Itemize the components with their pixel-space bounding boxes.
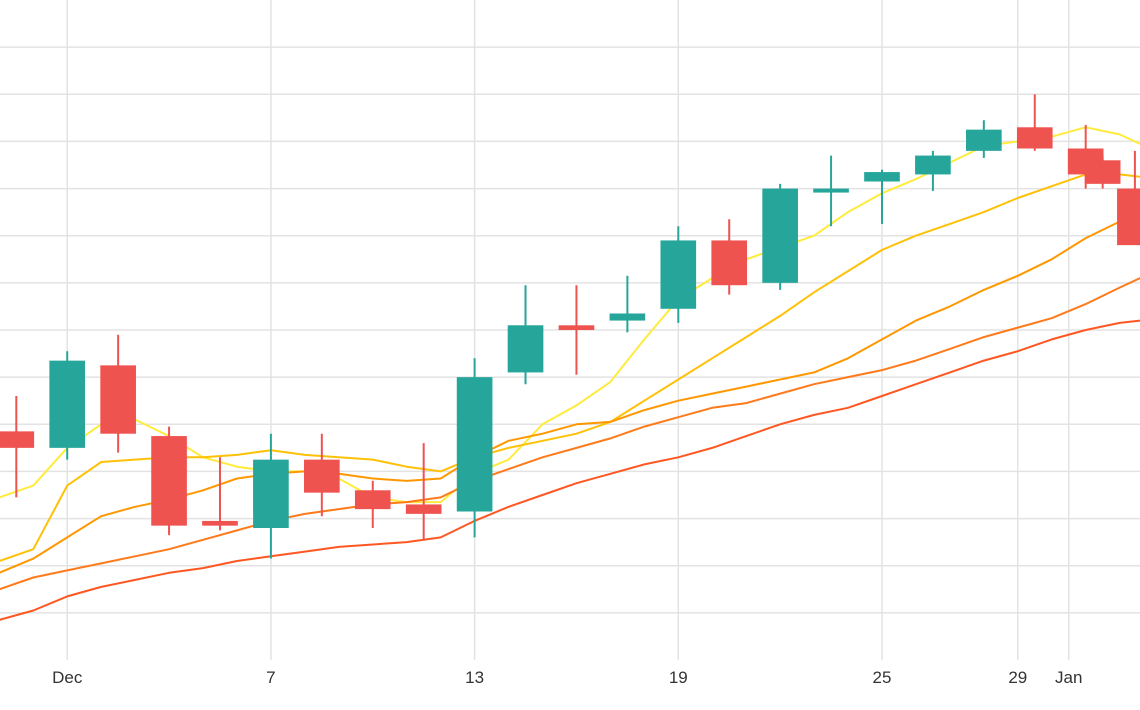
candle-9 xyxy=(456,358,493,538)
candle-body xyxy=(253,459,289,528)
ma-line-0 xyxy=(0,126,1140,504)
candle-body xyxy=(609,313,646,321)
x-tick-label-4: 25 xyxy=(873,668,892,687)
candle-body xyxy=(456,377,493,512)
moving-average-lines xyxy=(0,126,1140,621)
candle-13 xyxy=(660,226,697,323)
candle-body xyxy=(100,365,136,434)
candle-18 xyxy=(915,150,951,191)
candle-body xyxy=(864,172,900,182)
x-tick-label-1: 7 xyxy=(266,668,275,687)
ma-line-1 xyxy=(0,173,1140,562)
candle-17 xyxy=(864,169,900,224)
ma-line-2 xyxy=(0,208,1140,574)
candle-body xyxy=(49,360,86,448)
candle-body xyxy=(813,188,849,193)
ma-line-3 xyxy=(0,277,1140,591)
candle-body xyxy=(711,240,748,286)
candle-1 xyxy=(49,351,86,460)
candle-body xyxy=(304,459,340,493)
candle-body xyxy=(762,188,798,283)
candle-11 xyxy=(558,285,595,375)
candle-body xyxy=(1016,127,1053,149)
candle-body xyxy=(966,129,1002,151)
candle-body xyxy=(354,490,391,510)
candle-body xyxy=(558,325,595,330)
candles xyxy=(0,94,1140,559)
candle-body xyxy=(660,240,697,309)
candle-12 xyxy=(609,275,646,333)
horizontal-gridlines xyxy=(0,46,1140,614)
candle-14 xyxy=(711,219,748,295)
candle-body xyxy=(405,504,442,514)
candle-body xyxy=(202,520,238,526)
candle-0 xyxy=(0,396,35,498)
ma-line-4 xyxy=(0,319,1140,621)
candle-20 xyxy=(1016,94,1053,151)
candle-6 xyxy=(304,433,340,517)
candle-4 xyxy=(202,457,238,531)
x-tick-label-3: 19 xyxy=(669,668,688,687)
x-tick-label-2: 13 xyxy=(465,668,484,687)
x-tick-label-5: 29 xyxy=(1008,668,1027,687)
candle-16 xyxy=(813,155,849,227)
candle-body xyxy=(1117,188,1140,246)
candle-22 xyxy=(1084,155,1121,189)
x-tick-label-6: Jan xyxy=(1055,668,1082,687)
candle-19 xyxy=(966,120,1002,158)
candle-3 xyxy=(151,426,187,536)
candle-body xyxy=(151,436,187,526)
candle-15 xyxy=(762,183,798,290)
candle-body xyxy=(915,155,951,175)
candle-7 xyxy=(354,480,391,528)
candle-5 xyxy=(253,433,289,559)
x-tick-label-0: Dec xyxy=(52,668,83,687)
candle-body xyxy=(1084,160,1121,184)
candle-2 xyxy=(100,334,136,453)
candle-8 xyxy=(405,443,442,540)
candle-body xyxy=(507,325,544,373)
candle-23 xyxy=(1117,150,1140,246)
candle-10 xyxy=(507,285,544,385)
x-axis-tick-labels: Dec 7 13 19 25 29 Jan xyxy=(52,668,1082,687)
candle-body xyxy=(0,431,35,448)
